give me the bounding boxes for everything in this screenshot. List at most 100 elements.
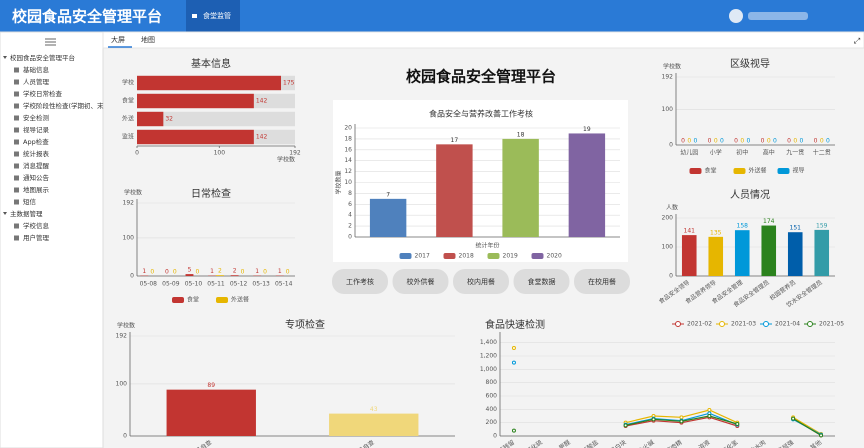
- bar-track: [137, 111, 295, 127]
- legend-label[interactable]: 2019: [503, 253, 518, 260]
- legend-label[interactable]: 2017: [415, 253, 430, 260]
- legend-swatch: [399, 253, 412, 259]
- header-bar: [0, 0, 864, 32]
- menu-item[interactable]: 消息提醒: [23, 161, 50, 170]
- fullscreen-icon[interactable]: ⤢: [853, 37, 860, 46]
- legend-swatch: [777, 168, 790, 174]
- legend-label[interactable]: 2020: [547, 253, 562, 260]
- value-label: 0: [173, 269, 177, 276]
- legend-label[interactable]: 2021-05: [819, 321, 844, 328]
- legend-label[interactable]: 2021-02: [687, 321, 712, 328]
- legend-label[interactable]: 外送餐: [749, 167, 767, 175]
- y-tick-label: 食堂: [122, 97, 134, 105]
- tab[interactable]: 大屏: [111, 35, 125, 44]
- menu-item[interactable]: 地图展示: [23, 185, 50, 194]
- menu-item[interactable]: 通知公告: [23, 173, 50, 182]
- bar: [814, 229, 830, 276]
- button[interactable]: [453, 269, 509, 294]
- legend-label[interactable]: 食堂: [705, 167, 717, 175]
- menu-item[interactable]: 统计报表: [23, 149, 50, 158]
- expand-arrow: [3, 212, 7, 215]
- legend-marker: [763, 321, 769, 327]
- button-label[interactable]: 校外供餐: [407, 277, 435, 286]
- bar: [329, 413, 419, 436]
- button[interactable]: [392, 269, 449, 294]
- menu-item[interactable]: App检查: [23, 137, 49, 146]
- y-tick-label: 0: [348, 234, 352, 241]
- legend-swatch: [487, 253, 500, 259]
- bar: [230, 275, 239, 276]
- y-tick-label: 0: [123, 433, 127, 440]
- menu-toggle[interactable]: [45, 38, 56, 46]
- menu-icon: [14, 223, 19, 229]
- legend-label[interactable]: 食堂: [187, 296, 199, 304]
- value-label: 0: [681, 138, 685, 145]
- point: [819, 433, 824, 438]
- legend-label[interactable]: 2018: [459, 253, 474, 260]
- button[interactable]: [574, 269, 630, 294]
- legend-swatch: [216, 297, 228, 303]
- menu-item[interactable]: 学校阶段性检查(学期初、末: [23, 101, 104, 110]
- legend-marker: [719, 321, 725, 327]
- menu-group[interactable]: 校园食品安全管理平台: [10, 53, 75, 62]
- bar: [734, 230, 750, 276]
- value-label: 0: [195, 269, 199, 276]
- y-tick-label: 外送: [122, 115, 134, 123]
- menu-item[interactable]: 安全检测: [23, 113, 50, 122]
- y-axis-title: 人数: [666, 204, 678, 212]
- menu-item[interactable]: 人员管理: [23, 77, 50, 86]
- value-label: 0: [687, 138, 691, 145]
- y-tick-label: 200: [662, 215, 674, 222]
- chart-title: 基本信息: [191, 57, 231, 70]
- menu-group[interactable]: 主数据管理: [10, 209, 43, 218]
- value-label: 2: [233, 268, 237, 275]
- avatar[interactable]: [729, 9, 743, 23]
- menu-item[interactable]: 学校日常检查: [23, 89, 63, 98]
- bar: [137, 129, 254, 145]
- y-tick-label: 8: [348, 190, 352, 197]
- value-label: 159: [816, 222, 828, 229]
- user-name[interactable]: [748, 12, 808, 20]
- menu-item[interactable]: 基础信息: [23, 65, 50, 74]
- bar: [166, 389, 256, 436]
- y-tick-label: 0: [493, 433, 497, 440]
- value-label: 19: [583, 126, 591, 133]
- y-tick-label: 100: [116, 380, 128, 387]
- menu-icon: [14, 79, 19, 85]
- value-label: 175: [283, 80, 295, 87]
- value-label: 5: [188, 267, 192, 274]
- value-label: 1: [278, 268, 282, 275]
- value-label: 32: [165, 116, 173, 123]
- x-tick-label: 瘦肉精: [664, 438, 683, 448]
- value-label: 0: [714, 138, 718, 145]
- button[interactable]: [513, 269, 570, 294]
- chart-title: 人员情况: [730, 188, 770, 201]
- legend-label[interactable]: 2021-04: [775, 321, 800, 328]
- value-label: 0: [734, 138, 738, 145]
- menu-item[interactable]: 短信: [23, 197, 37, 206]
- button-label[interactable]: 在校用餐: [588, 277, 616, 286]
- chart-title: 专项检查: [285, 318, 325, 331]
- top-tab-label[interactable]: 食堂监管: [203, 11, 231, 20]
- bar: [216, 275, 224, 276]
- button[interactable]: [332, 269, 388, 294]
- value-label: 2: [218, 268, 222, 275]
- tab[interactable]: 地图: [141, 35, 155, 44]
- legend-label[interactable]: 2021-03: [731, 321, 756, 328]
- legend-label[interactable]: 视导: [793, 167, 805, 175]
- value-label: 1: [142, 268, 146, 275]
- bar: [185, 274, 194, 276]
- bar: [761, 225, 777, 276]
- y-tick-label: 监班: [122, 133, 134, 141]
- button-label[interactable]: 校内用餐: [467, 277, 495, 286]
- button-label[interactable]: 食堂数据: [528, 277, 556, 286]
- menu-item[interactable]: 学校信息: [23, 221, 50, 230]
- menu-item[interactable]: 用户管理: [23, 233, 50, 242]
- menu-item[interactable]: 视导记录: [23, 125, 50, 134]
- point: [511, 428, 516, 433]
- value-label: 0: [165, 269, 169, 276]
- legend-label[interactable]: 外送餐: [231, 296, 249, 304]
- y-tick-label: 14: [344, 157, 352, 164]
- chart-title: 食品安全与营养改善工作考核: [429, 109, 533, 119]
- button-label[interactable]: 工作考核: [346, 277, 374, 286]
